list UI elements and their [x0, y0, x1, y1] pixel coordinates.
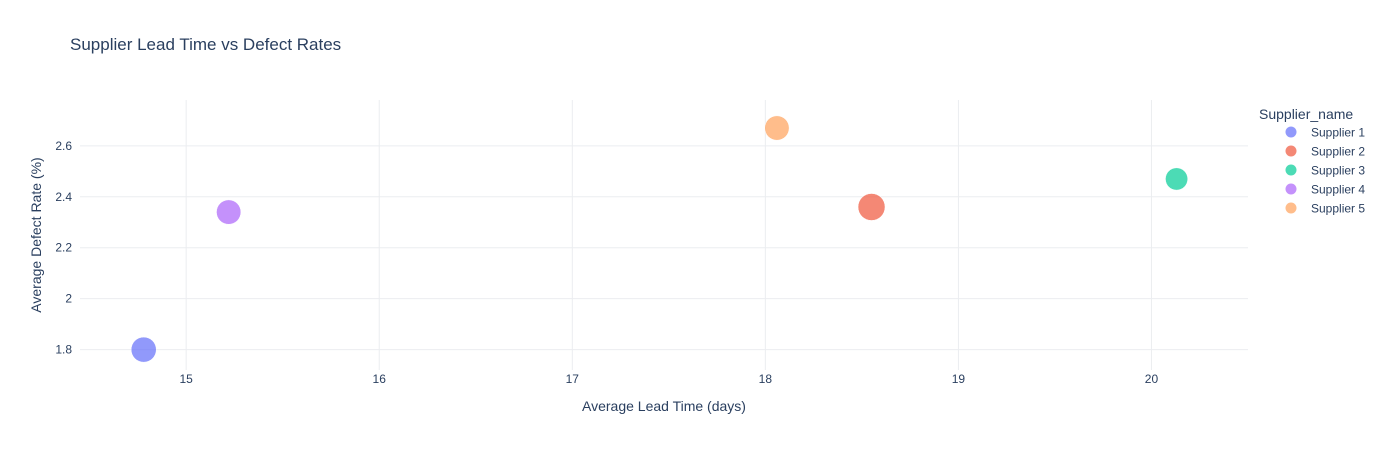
y-tick-label: 2 [65, 292, 72, 306]
y-tick-label: 2.4 [55, 190, 72, 204]
legend-title: Supplier_name [1259, 106, 1353, 122]
data-point [216, 199, 242, 225]
legend-marker [1285, 202, 1297, 214]
x-tick-label: 15 [180, 372, 194, 386]
x-tick-label: 17 [566, 372, 580, 386]
y-tick-label: 2.6 [55, 139, 72, 153]
chart-title: Supplier Lead Time vs Defect Rates [70, 35, 341, 54]
y-tick-label: 1.8 [55, 343, 72, 357]
legend-label: Supplier 2 [1311, 145, 1365, 159]
x-axis-title: Average Lead Time (days) [582, 398, 746, 414]
legend-marker [1285, 164, 1297, 176]
legend-marker [1285, 183, 1297, 195]
data-point [1165, 167, 1188, 191]
y-axis-title: Average Defect Rate (%) [28, 157, 44, 312]
x-tick-label: 19 [952, 372, 966, 386]
y-tick-label: 2.2 [55, 241, 72, 255]
x-tick-label: 16 [373, 372, 387, 386]
legend-label: Supplier 3 [1311, 164, 1365, 178]
legend: Supplier 1 Supplier 2 Supplier 3 Supplier 4… [1285, 126, 1365, 216]
legend-label: Supplier 4 [1311, 183, 1365, 197]
tick-layer: 15 16 17 18 19 20 1.8 2 2.2 2.4 2.6 [55, 139, 1158, 386]
data-point [130, 336, 157, 363]
legend-label: Supplier 5 [1311, 202, 1365, 216]
x-tick-label: 18 [759, 372, 773, 386]
grid-layer [80, 100, 1248, 370]
x-tick-label: 20 [1145, 372, 1159, 386]
legend-marker [1285, 145, 1297, 157]
legend-marker [1285, 126, 1297, 138]
point-layer [130, 115, 1188, 363]
legend-label: Supplier 1 [1311, 126, 1365, 140]
data-point [857, 193, 886, 221]
data-point [764, 115, 790, 141]
